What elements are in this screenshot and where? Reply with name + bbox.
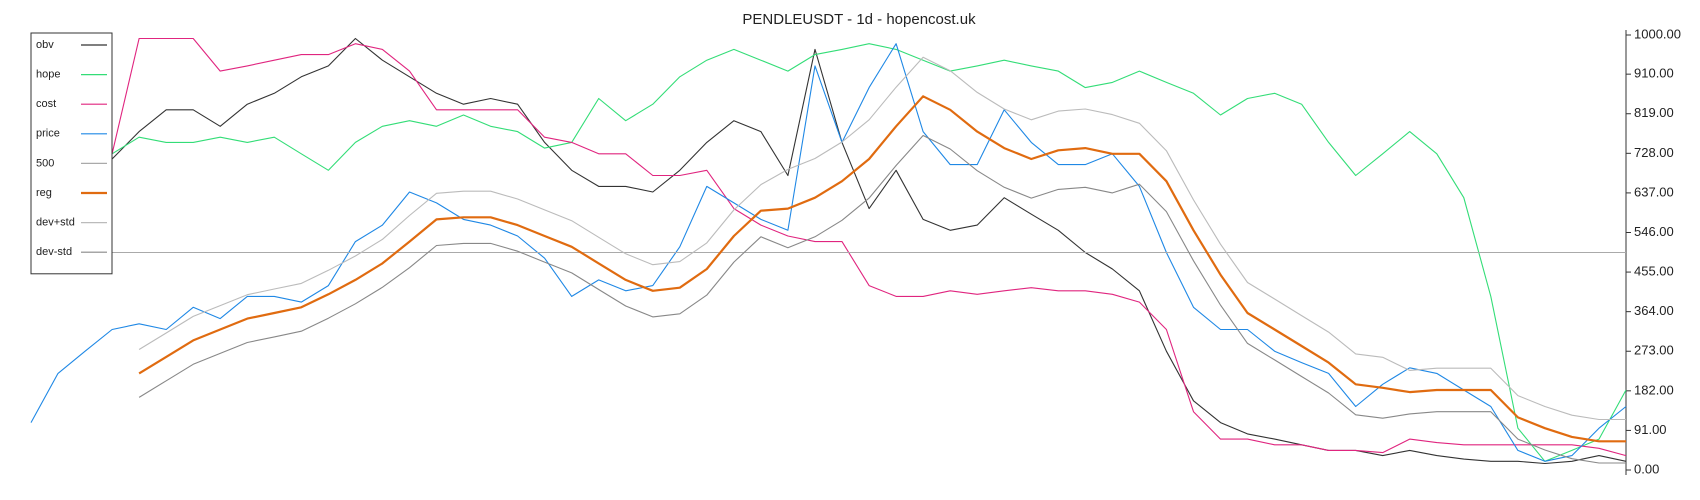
y-tick-label: 455.00	[1634, 264, 1674, 279]
y-tick-label: 1000.00	[1634, 26, 1681, 41]
chart-title: PENDLEUSDT - 1d - hopencost.uk	[742, 11, 976, 28]
y-tick-label: 364.00	[1634, 303, 1674, 318]
legend-label: obv	[36, 39, 54, 51]
y-tick-label: 637.00	[1634, 184, 1674, 199]
series-line	[111, 37, 1627, 457]
legend-label: 500	[36, 157, 54, 169]
series-line	[30, 43, 1627, 462]
legend-label: dev-std	[36, 246, 72, 258]
y-tick-label: 0.00	[1634, 461, 1659, 476]
y-tick-label: 91.00	[1634, 422, 1667, 437]
legend-label: cost	[36, 98, 56, 110]
legend-label: hope	[36, 69, 60, 81]
series-line	[138, 134, 1626, 464]
y-tick-label: 728.00	[1634, 145, 1674, 160]
legend: obv hope cost price 500 reg dev+std dev-std	[30, 32, 113, 275]
series-line	[111, 43, 1627, 462]
y-tick-label: 273.00	[1634, 343, 1674, 358]
y-tick-label: 546.00	[1634, 224, 1674, 239]
y-tick-label: 910.00	[1634, 66, 1674, 81]
legend-box	[30, 32, 113, 275]
legend-label: dev+std	[36, 217, 75, 229]
y-tick-label: 182.00	[1634, 382, 1674, 397]
legend-label: reg	[36, 187, 52, 199]
y-tick-label: 819.00	[1634, 105, 1674, 120]
series-line	[138, 56, 1626, 421]
legend-label: price	[36, 128, 60, 140]
series-line	[138, 95, 1626, 443]
